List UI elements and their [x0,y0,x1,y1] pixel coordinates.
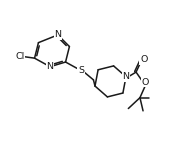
Text: N: N [47,62,54,71]
Text: O: O [142,78,149,87]
Text: S: S [78,66,84,75]
Text: Cl: Cl [15,52,24,61]
Text: N: N [54,30,61,39]
Text: O: O [140,55,148,64]
Text: N: N [122,72,129,81]
